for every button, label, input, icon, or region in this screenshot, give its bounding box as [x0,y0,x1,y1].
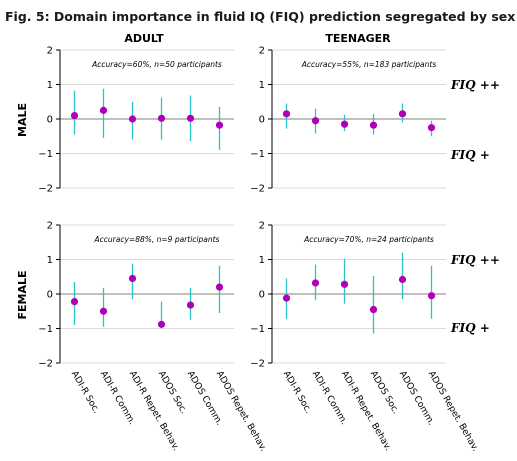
data-point [99,106,108,114]
accuracy-annotation: Accuracy=55%, n=183 participants [301,60,437,69]
data-point [70,297,79,306]
panel-1: −2 −1 0 1 2 Accuracy=60%, n=50 participants [38,46,234,195]
data-point [427,292,436,300]
x-tick-label: ADI-R Soc. [69,370,101,416]
data-point [398,275,407,284]
data-point [157,114,166,122]
female-fiq-plus-plus-label: FIQ ++ [450,253,500,267]
y-tick-label: 1 [259,80,265,91]
data-point [186,301,195,309]
accuracy-annotation: Accuracy=60%, n=50 participants [91,60,222,69]
y-tick-label: 0 [259,115,265,126]
data-point [215,121,224,129]
accuracy-annotation: Accuracy=70%, n=24 participants [303,235,434,244]
y-tick-label: 2 [259,221,265,232]
data-point [340,120,349,128]
y-tick-label: −1 [38,149,53,160]
y-tick-label: −2 [38,184,53,195]
x-tick-label: ADOS Soc. [368,370,401,416]
y-tick-label: 2 [47,221,53,232]
column-title-adult: ADULT [124,32,164,45]
y-tick-label: 2 [259,46,265,57]
data-point [369,121,378,129]
y-tick-label: −1 [38,324,53,335]
x-tick-label: ADOS Repet. Behav. [426,370,480,454]
y-tick-label: −1 [250,149,265,160]
data-point [157,320,166,328]
y-tick-label: −2 [250,359,265,370]
x-tick-label: ADOS Repet. Behav. [214,370,268,454]
data-point [99,307,108,315]
data-point [215,283,224,291]
panel-4: −2 −1 0 1 2 Accuracy=70%, n=24 participants AD… [250,221,480,454]
y-tick-label: −2 [38,359,53,370]
data-point [427,124,436,132]
x-tick-label: ADOS Soc. [156,370,189,416]
y-tick-label: −1 [250,324,265,335]
row-label-male: MALE [16,103,29,137]
data-point [311,117,320,125]
y-tick-label: 0 [259,290,265,301]
figure-title: Fig. 5: Domain importance in fluid IQ (F… [5,9,517,24]
male-fiq-plus-label: FIQ + [450,148,490,162]
data-point [282,294,291,302]
y-tick-label: 0 [47,115,53,126]
male-fiq-plus-plus-label: FIQ ++ [450,78,500,92]
y-tick-label: 1 [47,255,53,266]
female-fiq-plus-label: FIQ + [450,321,490,335]
data-point [128,274,137,283]
panel-2: −2 −1 0 1 2 Accuracy=55%, n=183 participants [250,46,446,195]
data-point [369,305,378,314]
y-tick-label: 1 [259,255,265,266]
row-label-female: FEMALE [16,270,29,319]
panel-3: −2 −1 0 1 2 Accuracy=88%, n=9 participants ADI… [38,221,268,454]
data-point [186,114,195,122]
data-point [311,279,320,287]
y-tick-label: 1 [47,80,53,91]
y-tick-label: −2 [250,184,265,195]
x-tick-label: ADI-R Soc. [281,370,313,416]
data-point [282,110,291,118]
data-point [340,280,349,288]
accuracy-annotation: Accuracy=88%, n=9 participants [94,235,220,244]
data-point [128,115,137,123]
data-point [398,110,407,118]
column-title-teenager: TEENAGER [325,32,391,45]
y-tick-label: 0 [47,290,53,301]
y-tick-label: 2 [47,46,53,57]
data-point [70,111,79,120]
